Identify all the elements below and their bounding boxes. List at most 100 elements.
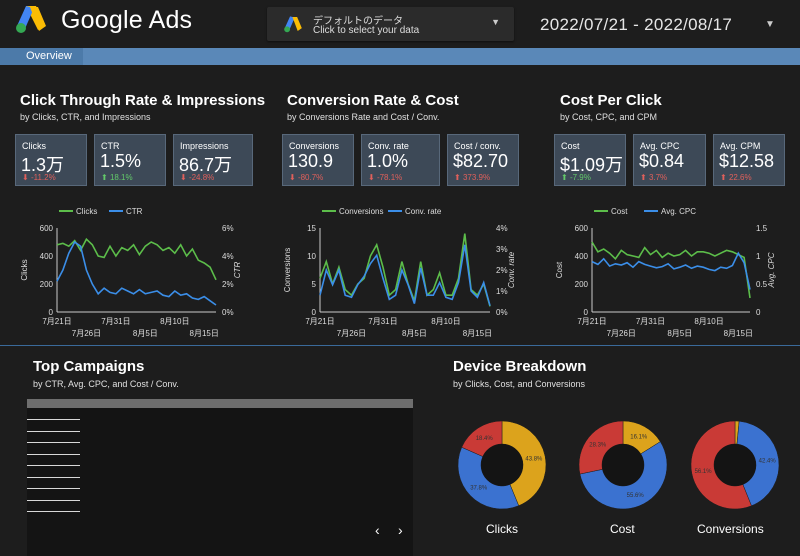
caret-down-icon: ▼ — [491, 17, 500, 27]
kpi-delta-value: 18.1% — [109, 173, 133, 182]
kpi-value: 1.0% — [367, 151, 409, 171]
kpi-label: Impressions — [180, 141, 229, 151]
arrow-up-icon: ⬆ — [101, 173, 110, 182]
kpi-delta: ⬆ -7.9% — [561, 173, 591, 182]
kpi-value: $82.70 — [453, 151, 509, 171]
y-right-tick-label: 0 — [756, 308, 761, 317]
donut-slice-label: 37.8% — [470, 486, 488, 492]
date-range-control[interactable]: 2022/07/21 - 2022/08/17 — [540, 15, 733, 34]
legend-label: Clicks — [76, 207, 97, 216]
x-tick-label: 7月31日 — [636, 317, 665, 326]
x-tick-label: 7月26日 — [337, 329, 366, 338]
kpi-delta: ⬇ -11.2% — [22, 173, 56, 182]
kpi-label: Clicks — [22, 141, 46, 151]
kpi-delta: ⬇ -24.8% — [180, 173, 214, 182]
legend-label: Avg. CPC — [661, 207, 696, 216]
y-axis-title: Conversions — [283, 248, 292, 292]
kpi-label: Cost — [561, 141, 580, 151]
kpi-delta-value: 22.6% — [728, 173, 752, 182]
kpi-value: 86.7万 — [179, 155, 233, 175]
x-tick-label: 8月10日 — [694, 317, 723, 326]
legend-label: Cost — [611, 207, 628, 216]
table-row — [27, 488, 80, 489]
x-tick-label: 8月15日 — [190, 329, 219, 338]
tab-overview[interactable]: Overview — [0, 48, 83, 65]
section-title: Click Through Rate & Impressions — [20, 92, 266, 109]
google-ads-mini-icon — [284, 16, 302, 33]
x-tick-label: 7月21日 — [42, 317, 71, 326]
kpi-delta: ⬆ 373.9% — [454, 173, 490, 182]
y-right-tick-label: 1 — [756, 252, 761, 261]
y-tick-label: 600 — [40, 224, 54, 233]
x-tick-label: 7月31日 — [368, 317, 397, 326]
legend-label: CTR — [126, 207, 143, 216]
series-line-avg-cpc — [591, 251, 751, 290]
x-tick-label: 7月26日 — [72, 329, 101, 338]
donut-slice — [579, 441, 668, 510]
page-navigation-bar: Overview — [0, 48, 800, 65]
section-subtitle: by Cost, CPC, and CPM — [560, 112, 658, 122]
kpi-delta: ⬆ 22.6% — [720, 173, 752, 182]
y-tick-label: 400 — [575, 252, 589, 261]
table-row — [27, 511, 80, 512]
section-divider — [0, 345, 800, 346]
table-row — [27, 442, 80, 443]
kpi-delta-value: -24.8% — [188, 173, 215, 182]
x-tick-label: 8月10日 — [431, 317, 460, 326]
kpi-delta-value: -11.2% — [30, 173, 56, 182]
kpi-delta: ⬆ 18.1% — [101, 173, 133, 182]
y-right-tick-label: 6% — [222, 224, 234, 233]
donut-slice-label: 42.4% — [759, 458, 777, 464]
kpi-card: CTR 1.5% ⬆ 18.1% — [94, 134, 166, 186]
section-title: Cost Per Click — [560, 92, 662, 109]
top-campaigns-title: Top Campaigns — [33, 358, 145, 375]
y-tick-label: 0 — [49, 308, 54, 317]
kpi-card: Avg. CPC $0.84 ⬆ 3.7% — [633, 134, 706, 186]
kpi-delta-value: -78.1% — [376, 173, 403, 182]
kpi-delta: ⬆ 3.7% — [640, 173, 667, 182]
kpi-label: Avg. CPC — [640, 141, 680, 151]
series-line-conv-rate — [319, 244, 491, 306]
brand-title: Google Ads — [61, 6, 193, 34]
y-right-tick-label: 1.5 — [756, 224, 768, 233]
arrow-down-icon: ⬇ — [180, 173, 189, 182]
top-campaigns-table — [27, 399, 413, 556]
kpi-label: Conv. rate — [368, 141, 409, 151]
y-right-tick-label: 4% — [496, 224, 508, 233]
donut-slice-label: 18.4% — [476, 436, 494, 442]
x-tick-label: 8月5日 — [133, 329, 158, 338]
arrow-up-icon: ⬆ — [454, 173, 463, 182]
table-header — [27, 399, 413, 408]
device-breakdown-subtitle: by Clicks, Cost, and Conversions — [453, 379, 586, 389]
kpi-card: Avg. CPM $12.58 ⬆ 22.6% — [713, 134, 785, 186]
kpi-delta: ⬇ -78.1% — [368, 173, 402, 182]
donut-hole — [714, 444, 756, 486]
donut-label-conversions: Conversions — [697, 522, 764, 536]
kpi-label: Avg. CPM — [720, 141, 761, 151]
donut-label-cost: Cost — [610, 522, 635, 536]
x-tick-label: 7月31日 — [101, 317, 130, 326]
donut-hole — [481, 444, 523, 486]
top-campaigns-subtitle: by CTR, Avg. CPC, and Cost / Conv. — [33, 379, 179, 389]
caret-down-icon[interactable]: ▼ — [765, 19, 775, 30]
y-right-axis-title: Conv. rate — [507, 251, 516, 288]
x-tick-label: 8月10日 — [160, 317, 189, 326]
data-source-selector[interactable]: デフォルトのデータ Click to select your data ▼ — [267, 7, 514, 41]
x-tick-label: 8月5日 — [667, 329, 692, 338]
kpi-delta-value: 373.9% — [462, 173, 491, 182]
next-page-button[interactable]: › — [398, 522, 403, 538]
prev-page-button[interactable]: ‹ — [375, 522, 380, 538]
section-subtitle: by Clicks, CTR, and Impressions — [20, 112, 151, 122]
section-subtitle: by Conversions Rate and Cost / Conv. — [287, 112, 440, 122]
y-tick-label: 600 — [575, 224, 589, 233]
arrow-down-icon: ⬇ — [289, 173, 298, 182]
kpi-label: Conversions — [289, 141, 340, 151]
kpi-card: Cost $1.09万 ⬆ -7.9% — [554, 134, 626, 186]
header: Google Ads デフォルトのデータ Click to select you… — [0, 0, 800, 48]
y-right-tick-label: 0% — [222, 308, 234, 317]
donut-slice-label: 16.1% — [630, 435, 648, 441]
arrow-down-icon: ⬇ — [22, 173, 31, 182]
data-source-subtitle: Click to select your data — [313, 25, 420, 36]
x-tick-label: 8月15日 — [724, 329, 753, 338]
y-tick-label: 0 — [584, 308, 589, 317]
